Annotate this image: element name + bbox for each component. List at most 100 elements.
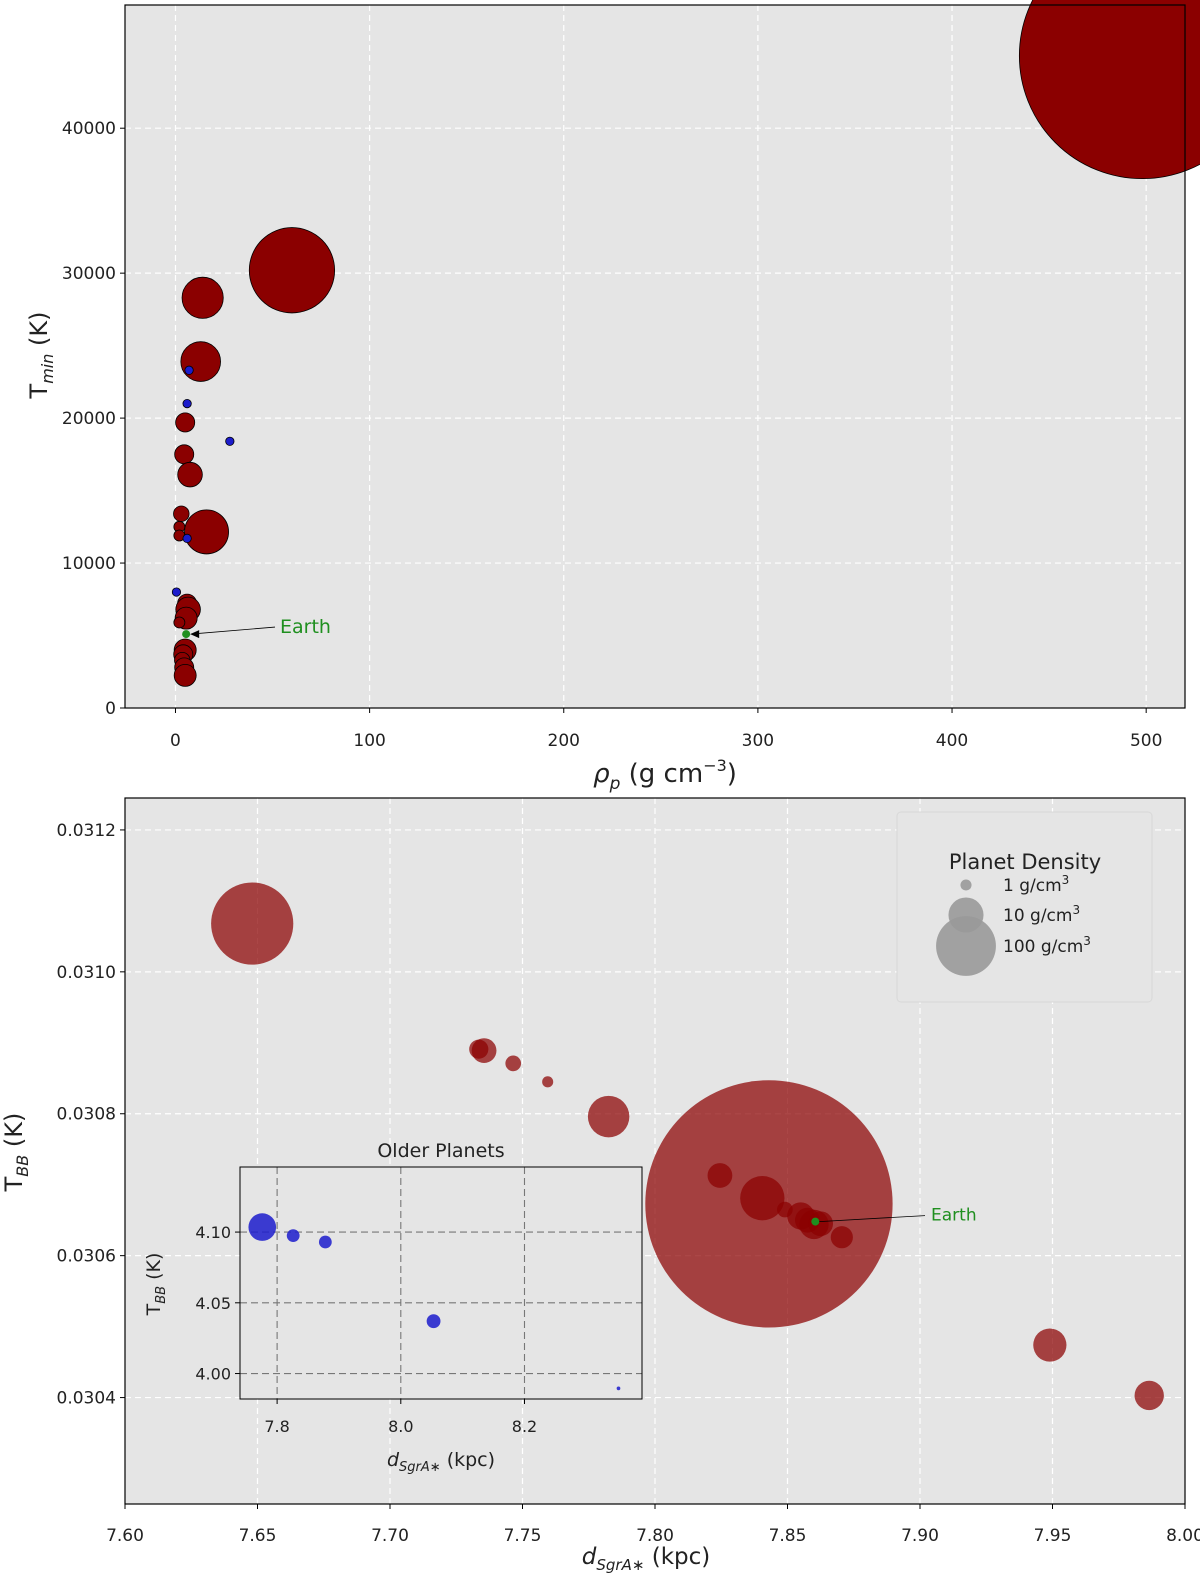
earth-annotation-label: Earth — [931, 1206, 977, 1226]
inset-plot-area — [240, 1167, 642, 1399]
earth-annotation-line — [819, 1215, 926, 1222]
earth-annotation-label: Earth — [280, 616, 331, 638]
planet-point-older — [318, 1235, 332, 1249]
x-tick-label: 7.90 — [901, 1526, 939, 1546]
legend-label: 100 g/cm3 — [1003, 934, 1091, 957]
planet-point-young — [175, 412, 196, 433]
x-tick-label: 7.60 — [106, 1526, 144, 1546]
bottom-x-axis-ticks: 7.60 7.65 7.70 7.75 7.80 7.85 7.90 7.95 8.00 — [106, 1504, 1200, 1546]
legend-title: Planet Density — [949, 850, 1101, 874]
planet-point-older — [182, 533, 192, 544]
planet-point-older — [225, 436, 235, 446]
inset-x-axis-ticks: 7.8 8.0 8.2 — [264, 1399, 537, 1436]
x-tick-label: 400 — [936, 731, 968, 751]
x-tick-label: 200 — [548, 731, 580, 751]
inset-gridlines — [240, 1167, 642, 1399]
x-tick-label: 7.8 — [264, 1417, 289, 1436]
x-tick-label: 7.70 — [371, 1526, 409, 1546]
top-y-axis-label: Tmin (K) — [25, 312, 57, 400]
bottom-scatter-chart: Earth Planet Density 1 g/cm3 10 g/cm3 100 … — [0, 797, 1200, 1574]
top-y-axis-ticks: 0 10000 20000 30000 40000 — [62, 119, 125, 719]
planet-point-older — [616, 1386, 621, 1391]
x-tick-label: 7.65 — [239, 1526, 277, 1546]
x-tick-label: 8.00 — [1166, 1526, 1200, 1546]
x-tick-label: 8.2 — [512, 1417, 537, 1436]
planet-point-young — [587, 1095, 630, 1138]
planet-point-young — [174, 444, 195, 465]
earth-point — [182, 630, 191, 639]
inset-data-points — [248, 1213, 621, 1391]
x-tick-label: 7.75 — [504, 1526, 542, 1546]
earth-point — [811, 1217, 820, 1226]
bottom-y-axis-label: TBB (K) — [0, 1113, 32, 1193]
y-tick-label: 0.0312 — [57, 821, 116, 841]
planet-point-young — [173, 505, 190, 522]
planet-point-young — [1033, 1328, 1067, 1362]
y-tick-label: 30000 — [62, 264, 116, 284]
planet-point-young — [1134, 1380, 1164, 1411]
top-x-axis-label: ρp (g cm−3) — [593, 756, 737, 794]
y-tick-label: 0 — [105, 699, 116, 719]
planet-point-older — [182, 399, 192, 409]
legend-entries: 1 g/cm3 10 g/cm3 100 g/cm3 — [936, 873, 1091, 976]
planet-point-young — [184, 509, 229, 555]
planet-point-young — [173, 663, 197, 687]
y-tick-label: 40000 — [62, 119, 116, 139]
bottom-x-axis-label: dSgrA∗ (kpc) — [582, 1544, 710, 1574]
y-tick-label: 0.0304 — [57, 1389, 116, 1409]
top-x-axis-ticks: 0 100 200 300 400 500 — [170, 708, 1162, 751]
top-data-points — [171, 0, 1200, 687]
inset-frame — [239, 1166, 643, 1400]
legend-marker — [936, 916, 996, 976]
planet-point-young — [173, 616, 186, 629]
planet-point-older — [286, 1229, 300, 1243]
y-tick-label: 4.05 — [195, 1294, 231, 1313]
planet-point-young — [808, 1211, 834, 1237]
earth-annotation-arrow — [191, 626, 276, 635]
top-scatter-chart: 0 100 200 300 400 500 0 10000 20000 30000 40000 E… — [25, 0, 1200, 794]
inset-chart-older-planets: 7.8 8.0 8.2 4.00 4.05 4.10 Older Planets dSg… — [143, 1140, 643, 1475]
top-plot-area — [125, 5, 1185, 708]
y-tick-label: 0.0306 — [57, 1247, 116, 1267]
planet-point-older — [248, 1213, 277, 1241]
planet-point-young — [211, 882, 294, 965]
planet-point-young — [248, 227, 336, 314]
x-tick-label: 100 — [353, 731, 385, 751]
planet-point-young — [177, 461, 203, 488]
x-tick-label: 8.0 — [388, 1417, 413, 1436]
y-tick-label: 20000 — [62, 409, 116, 429]
top-earth-annotation: Earth — [191, 616, 331, 638]
y-tick-label: 4.10 — [195, 1223, 231, 1242]
legend-label: 1 g/cm3 — [1003, 873, 1069, 896]
planet-point-young — [471, 1038, 497, 1063]
bottom-data-points — [211, 882, 1164, 1411]
y-tick-label: 4.00 — [195, 1365, 231, 1384]
planet-point-older — [426, 1314, 441, 1329]
y-tick-label: 10000 — [62, 554, 116, 574]
legend-label: 10 g/cm3 — [1003, 903, 1080, 926]
planet-point-young — [707, 1163, 733, 1188]
x-tick-label: 500 — [1130, 731, 1162, 751]
x-tick-label: 7.80 — [636, 1526, 674, 1546]
inset-x-axis-label: dSgrA∗ (kpc) — [387, 1449, 495, 1475]
x-tick-label: 7.95 — [1034, 1526, 1072, 1546]
x-tick-label: 300 — [742, 731, 774, 751]
planet-point-young — [1018, 0, 1200, 180]
inset-y-axis-label: TBB (K) — [143, 1253, 169, 1317]
y-tick-label: 0.0310 — [57, 963, 116, 983]
planet-point-young — [542, 1076, 554, 1088]
planet-point-young — [830, 1226, 853, 1249]
planet-point-young — [181, 276, 224, 319]
bottom-earth-annotation: Earth — [819, 1206, 977, 1226]
legend-marker — [960, 879, 972, 891]
y-tick-label: 0.0308 — [57, 1105, 116, 1125]
planet-point-older — [184, 365, 194, 375]
planet-point-young — [505, 1055, 522, 1072]
planet-point-older — [171, 587, 182, 597]
planet-point-young — [180, 341, 221, 382]
x-tick-label: 0 — [170, 731, 181, 751]
planet-point-young — [740, 1176, 785, 1221]
x-tick-label: 7.85 — [769, 1526, 807, 1546]
inset-title: Older Planets — [377, 1140, 504, 1162]
